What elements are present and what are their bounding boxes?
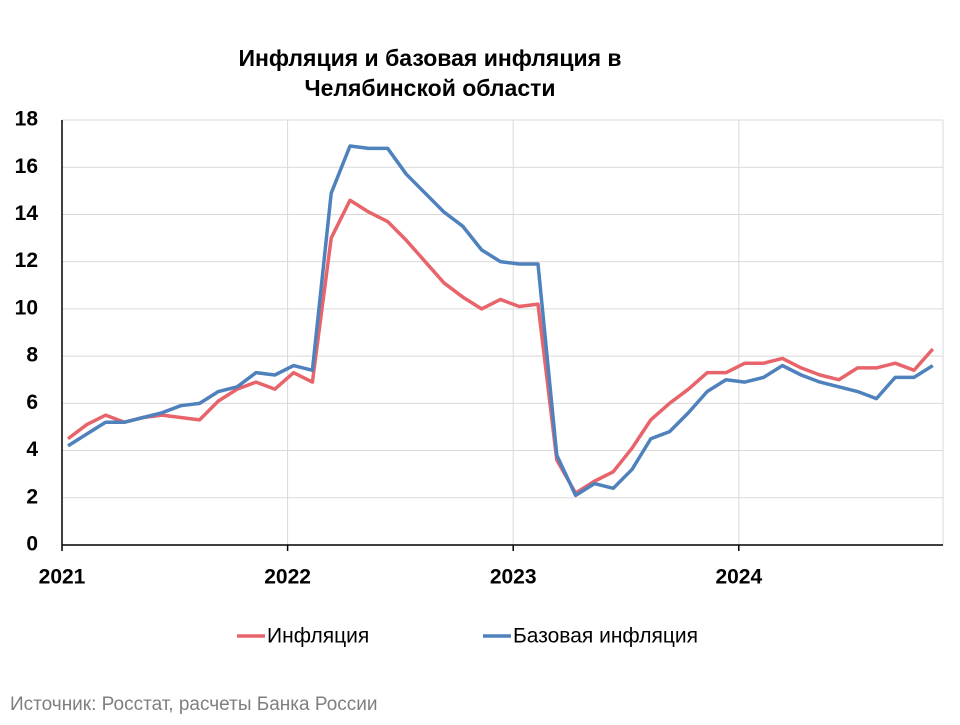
- y-tick-label: 6: [26, 391, 38, 414]
- legend-label: Базовая инфляция: [513, 625, 698, 648]
- x-tick-label: 2024: [715, 566, 762, 589]
- x-tick-label: 2021: [39, 566, 86, 589]
- chart-title: Челябинской области: [304, 75, 555, 101]
- series-line: [66, 198, 935, 495]
- source-note: Источник: Росстат, расчеты Банка России: [10, 694, 378, 715]
- y-tick-label: 2: [26, 485, 38, 508]
- x-tick-label: 2022: [264, 566, 311, 589]
- y-tick-label: 18: [15, 108, 39, 131]
- chart-title: Инфляция и базовая инфляция в: [238, 45, 621, 71]
- y-tick-label: 8: [26, 344, 38, 367]
- y-tick-label: 4: [26, 438, 38, 461]
- y-tick-label: 10: [15, 296, 38, 319]
- x-tick-label: 2023: [490, 566, 537, 589]
- legend-label: Инфляция: [267, 625, 369, 648]
- y-tick-label: 16: [15, 155, 38, 178]
- y-tick-label: 12: [15, 249, 38, 272]
- y-tick-label: 0: [26, 533, 38, 556]
- series-line: [67, 144, 934, 498]
- y-tick-label: 14: [15, 202, 39, 225]
